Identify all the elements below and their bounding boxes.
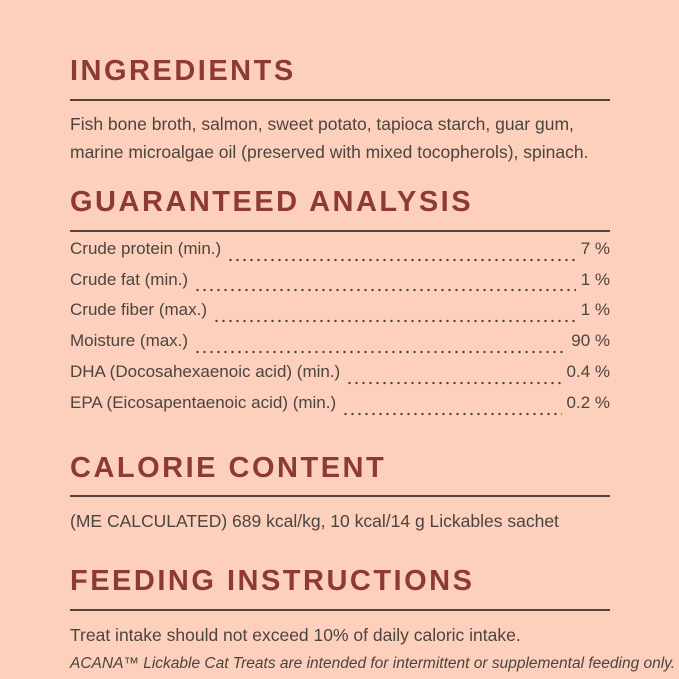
row-value: 1 %: [580, 269, 610, 289]
row-value: 90 %: [571, 331, 610, 351]
feeding-instructions-title: FEEDING INSTRUCTIONS: [70, 565, 475, 598]
calorie-content-title: CALORIE CONTENT: [70, 451, 387, 484]
row-value: 7 %: [580, 238, 610, 258]
dot-leader: [342, 392, 562, 424]
row-value: 1 %: [580, 300, 610, 320]
dot-leader: [194, 331, 567, 362]
section-guaranteed-analysis: GUARANTEED ANALYSIS Crude protein (min.)…: [70, 185, 610, 424]
guaranteed-analysis-title: GUARANTEED ANALYSIS: [70, 185, 474, 218]
section-ingredients: INGREDIENTS Fish bone broth, salmon, swe…: [70, 55, 610, 166]
feeding-instructions-footnote: ACANA™ Lickable Cat Treats are intended …: [70, 655, 676, 673]
row-label: Crude fiber (max.): [70, 300, 207, 320]
guaranteed-analysis-divider: [70, 229, 610, 232]
row-label: Crude protein (min.): [70, 238, 222, 258]
table-row: DHA (Docosahexaenoic acid) (min.) 0.4 %: [70, 361, 610, 393]
row-label: Crude fat (min.): [70, 269, 189, 289]
table-row: Crude fiber (max.) 1 %: [70, 300, 610, 332]
dot-leader: [346, 361, 562, 393]
row-label: DHA (Docosahexaenoic acid) (min.): [70, 361, 341, 381]
dot-leader: [227, 238, 576, 270]
table-row: EPA (Eicosapentaenoic acid) (min.) 0.2 %: [70, 392, 610, 424]
row-label: EPA (Eicosapentaenoic acid) (min.): [70, 392, 337, 412]
feeding-instructions-body: Treat intake should not exceed 10% of da…: [70, 625, 521, 646]
calorie-content-divider: [70, 495, 610, 498]
row-value: 0.4 %: [566, 361, 610, 381]
table-row: Crude protein (min.) 7 %: [70, 238, 610, 270]
dot-leader: [212, 300, 576, 332]
table-row: Crude fat (min.) 1 %: [70, 269, 610, 301]
ingredients-title: INGREDIENTS: [70, 55, 296, 87]
table-row: Moisture (max.) 90 %: [70, 331, 610, 362]
ingredients-body: Fish bone broth, salmon, sweet potato, t…: [70, 113, 589, 162]
section-calorie-content: CALORIE CONTENT (ME CALCULATED) 689 kcal…: [70, 451, 610, 534]
row-value: 0.2 %: [566, 392, 610, 412]
dot-leader: [194, 269, 576, 301]
row-label: Moisture (max.): [70, 331, 189, 351]
calorie-content-body: (ME CALCULATED) 689 kcal/kg, 10 kcal/14 …: [70, 511, 559, 532]
feeding-instructions-divider: [70, 609, 610, 612]
section-feeding-instructions: FEEDING INSTRUCTIONS Treat intake should…: [70, 565, 676, 675]
guaranteed-analysis-table: Crude protein (min.) 7 % Crude fat (min.…: [70, 238, 610, 424]
ingredients-divider: [70, 98, 610, 101]
